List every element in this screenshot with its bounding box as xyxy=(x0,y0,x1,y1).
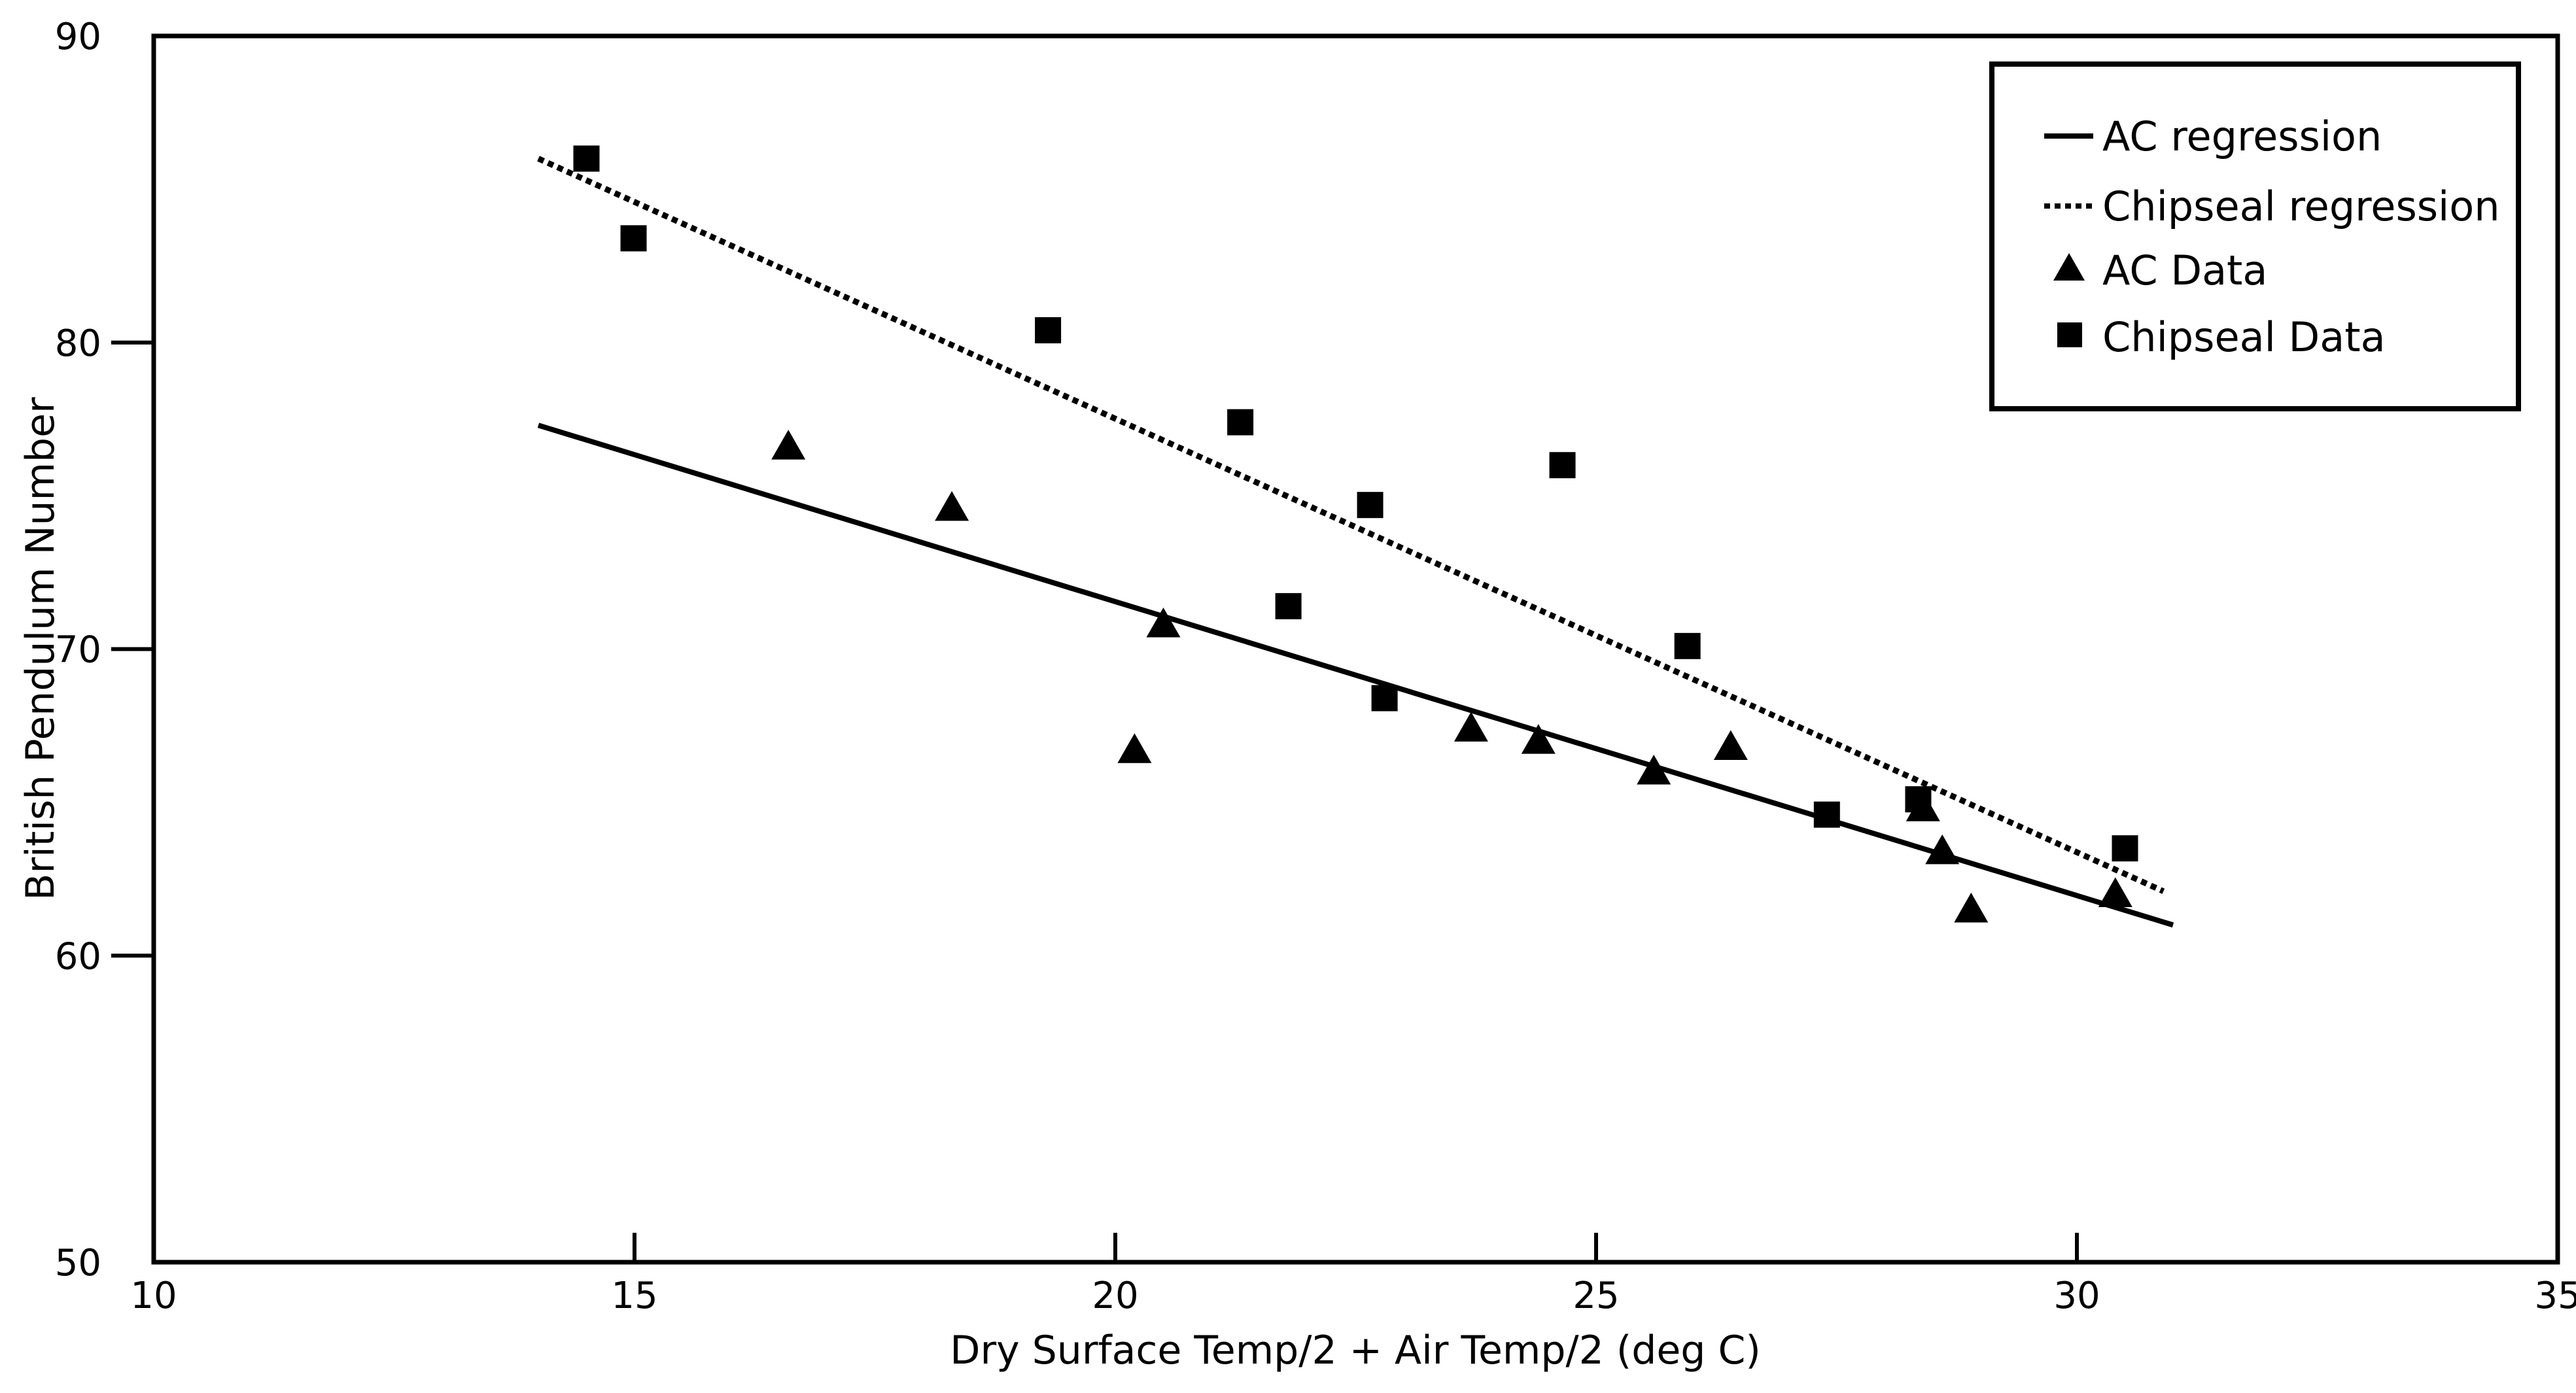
regression-lines xyxy=(537,156,2174,928)
ac-data-point xyxy=(2098,877,2132,907)
legend-label: AC regression xyxy=(2102,112,2382,160)
chipseal-data-point xyxy=(620,225,647,252)
x-axis-title: Dry Surface Temp/2 + Air Temp/2 (deg C) xyxy=(950,1328,1761,1373)
x-tick-label: 35 xyxy=(2534,1275,2576,1317)
x-tick-label: 20 xyxy=(1092,1275,1138,1317)
legend-symbol-ac-data xyxy=(2053,253,2085,281)
legend: AC regression Chipseal regression AC Data C… xyxy=(1989,61,2521,411)
legend-label: Chipseal regression xyxy=(2102,182,2500,230)
ac-data-point xyxy=(1453,712,1488,742)
y-tick-label: 90 xyxy=(55,16,101,58)
x-tick-label: 25 xyxy=(1573,1275,1619,1317)
y-tick-label: 70 xyxy=(55,629,101,672)
ac-data-point xyxy=(935,490,969,521)
ac-data-point xyxy=(1954,892,1989,923)
ac-data-point xyxy=(1146,608,1181,638)
ac-regression-line xyxy=(537,422,2174,928)
y-tick-label: 50 xyxy=(55,1242,101,1284)
x-tick-label: 10 xyxy=(130,1275,177,1317)
legend-label: Chipseal Data xyxy=(2102,313,2386,361)
chipseal-data-point xyxy=(1813,801,1840,828)
legend-label: AC Data xyxy=(2102,247,2267,294)
legend-symbol-chipseal-data xyxy=(2057,322,2082,347)
ac-data-point xyxy=(1117,733,1152,763)
ac-data-point xyxy=(1925,834,1960,865)
y-tick-label: 60 xyxy=(55,935,101,978)
chipseal-data-point xyxy=(2112,835,2138,862)
chipseal-data-point xyxy=(1357,492,1384,519)
chipseal-data-point xyxy=(1227,409,1254,436)
chipseal-data-point xyxy=(1674,632,1701,659)
x-tick-label: 15 xyxy=(611,1275,657,1317)
legend-box xyxy=(1989,61,2521,411)
axis-ticks: 10 15 20 25 30 35 50 60 70 80 90 xyxy=(55,16,2576,1317)
chipseal-regression-line xyxy=(537,156,2165,894)
y-axis-title: British Pendulum Number xyxy=(18,397,63,901)
y-tick-label: 80 xyxy=(55,322,101,365)
chipseal-data-point xyxy=(1035,317,1062,343)
chipseal-data-point xyxy=(1549,452,1576,479)
chipseal-data-point xyxy=(1905,786,1932,813)
data-markers xyxy=(573,145,2138,923)
chipseal-data-point xyxy=(573,145,600,172)
ac-data-point xyxy=(771,430,806,460)
x-tick-label: 30 xyxy=(2053,1275,2100,1317)
chipseal-data-point xyxy=(1275,593,1302,619)
ac-data-point xyxy=(1521,724,1556,754)
ac-data-point xyxy=(1637,755,1671,785)
chipseal-data-point xyxy=(1371,685,1398,712)
ac-data-point xyxy=(1713,730,1748,760)
